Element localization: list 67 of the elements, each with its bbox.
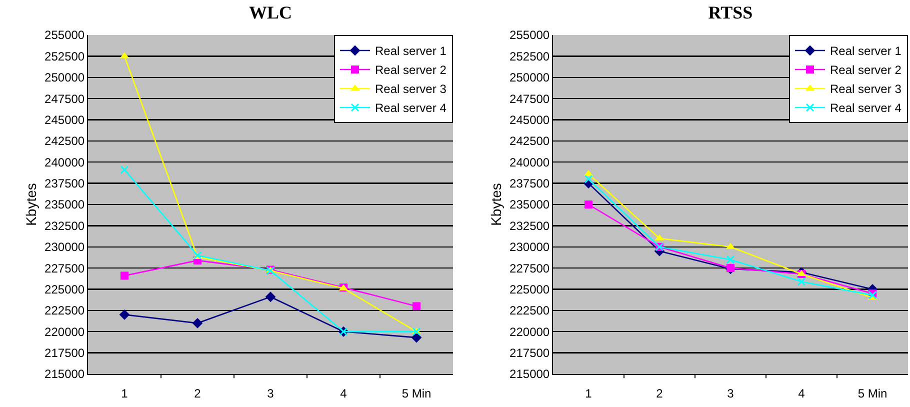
x-tick-label: 3 bbox=[267, 386, 274, 400]
y-tick-label: 220000 bbox=[44, 324, 85, 339]
y-axis-title: Kbytes bbox=[488, 183, 504, 226]
point bbox=[412, 302, 420, 310]
point bbox=[120, 166, 129, 174]
y-axis-title: Kbytes bbox=[23, 183, 40, 226]
chart-title: RTSS bbox=[708, 2, 753, 23]
y-tick-label: 220000 bbox=[510, 324, 550, 339]
legend-label: Real server 1 bbox=[830, 44, 902, 58]
point bbox=[797, 277, 806, 286]
point bbox=[119, 309, 130, 320]
point bbox=[411, 332, 422, 343]
y-tick-label: 215000 bbox=[44, 367, 85, 382]
x-tick-label: 4 bbox=[340, 386, 348, 400]
y-tick-label: 215000 bbox=[510, 367, 550, 382]
y-tick-label: 235000 bbox=[44, 198, 85, 212]
point bbox=[584, 200, 592, 208]
y-tick-label: 255000 bbox=[510, 28, 550, 42]
y-tick-label: 252500 bbox=[510, 49, 550, 64]
legend-label: Real server 3 bbox=[375, 82, 447, 96]
legend-label: Real server 4 bbox=[830, 101, 902, 116]
legend-label: Real server 4 bbox=[375, 101, 447, 116]
y-tick-label: 232500 bbox=[510, 218, 550, 233]
y-tick-label: 250000 bbox=[44, 70, 85, 85]
y-tick-label: 242500 bbox=[44, 134, 85, 148]
x-tick-label: 4 bbox=[798, 386, 806, 400]
x-tick-label: 3 bbox=[727, 386, 734, 400]
x-tick-label: 2 bbox=[194, 386, 202, 400]
y-tick-label: 247500 bbox=[44, 92, 85, 106]
y-tick-label: 245000 bbox=[510, 112, 550, 127]
y-tick-label: 230000 bbox=[44, 240, 85, 254]
y-tick-label: 225000 bbox=[44, 282, 85, 296]
x-tick-label: 1 bbox=[585, 386, 592, 400]
y-tick-label: 245000 bbox=[44, 112, 85, 127]
legend-label: Real server 2 bbox=[830, 63, 902, 78]
y-tick-label: 227500 bbox=[44, 261, 85, 276]
y-tick-label: 217500 bbox=[44, 346, 85, 360]
chart-title: WLC bbox=[248, 2, 292, 23]
legend-label: Real server 1 bbox=[375, 44, 447, 58]
y-tick-label: 255000 bbox=[44, 28, 85, 42]
y-tick-label: 252500 bbox=[44, 49, 85, 64]
point bbox=[265, 292, 276, 302]
y-tick-label: 237500 bbox=[44, 176, 85, 191]
y-tick-label: 222500 bbox=[44, 304, 85, 318]
x-tick-label: 5 Min bbox=[402, 386, 432, 400]
y-tick-label: 240000 bbox=[510, 155, 550, 170]
y-tick-label: 237500 bbox=[510, 176, 550, 191]
legend-label: Real server 3 bbox=[830, 82, 902, 96]
y-tick-label: 235000 bbox=[510, 198, 550, 212]
y-tick-label: 227500 bbox=[510, 261, 550, 276]
x-tick-label: 2 bbox=[656, 386, 664, 400]
y-tick-label: 217500 bbox=[510, 346, 550, 360]
point bbox=[120, 272, 128, 280]
y-tick-label: 247500 bbox=[510, 92, 550, 106]
x-tick-label: 5 Min bbox=[858, 386, 888, 400]
legend-label: Real server 2 bbox=[375, 63, 447, 78]
y-tick-label: 250000 bbox=[510, 70, 550, 85]
y-tick-label: 240000 bbox=[44, 155, 85, 170]
y-tick-label: 230000 bbox=[510, 240, 550, 254]
y-tick-label: 232500 bbox=[44, 218, 85, 233]
point bbox=[192, 318, 203, 328]
y-tick-label: 225000 bbox=[510, 282, 550, 296]
x-tick-label: 1 bbox=[121, 386, 128, 400]
y-tick-label: 242500 bbox=[510, 134, 550, 148]
point bbox=[726, 255, 735, 264]
y-tick-label: 222500 bbox=[510, 304, 550, 318]
point bbox=[584, 174, 593, 184]
